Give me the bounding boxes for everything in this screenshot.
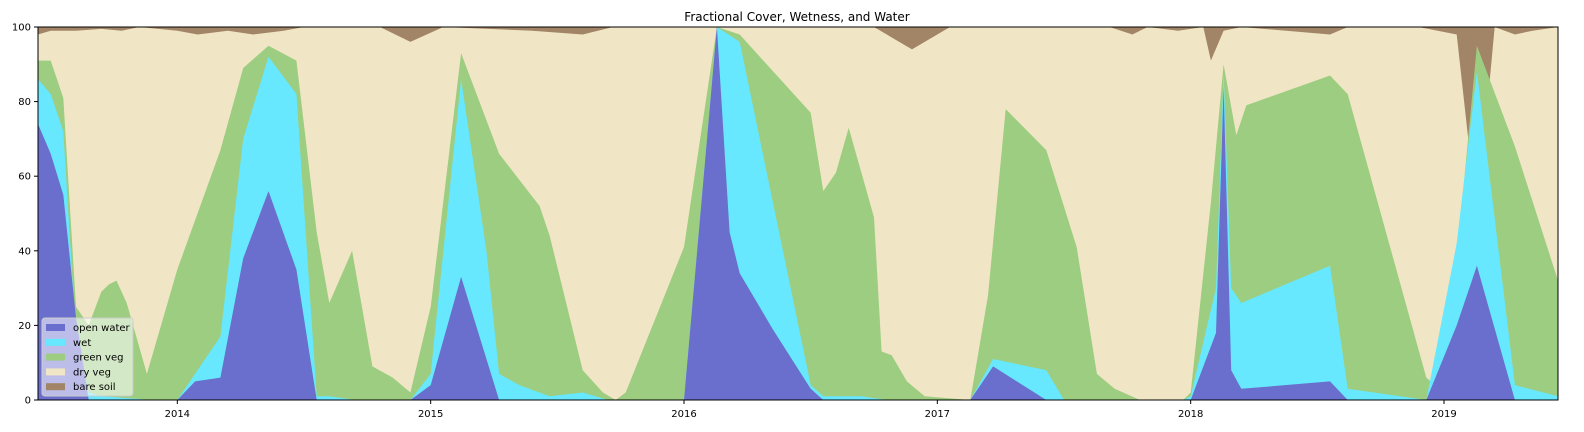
legend-label-green-veg: green veg bbox=[73, 353, 123, 364]
y-tick-label: 100 bbox=[12, 23, 31, 34]
area-wet bbox=[38, 27, 1558, 400]
legend-label-open-water: open water bbox=[73, 323, 131, 334]
chart-title: Fractional Cover, Wetness, and Water bbox=[684, 10, 909, 24]
x-tick-label: 2017 bbox=[925, 409, 950, 420]
y-tick-label: 40 bbox=[18, 246, 31, 257]
legend-swatch-wet bbox=[46, 338, 65, 346]
y-tick-label: 80 bbox=[18, 97, 31, 108]
legend-swatch-green-veg bbox=[46, 353, 65, 361]
x-tick-label: 2019 bbox=[1431, 409, 1456, 420]
plot-areas bbox=[38, 27, 1558, 400]
x-tick-label: 2014 bbox=[165, 409, 190, 420]
x-tick-label: 2018 bbox=[1178, 409, 1203, 420]
legend-label-dry-veg: dry veg bbox=[73, 367, 111, 378]
y-axis: 0 20 40 60 80 100 bbox=[12, 23, 38, 407]
legend-swatch-bare-soil bbox=[46, 383, 65, 391]
legend-label-bare-soil: bare soil bbox=[73, 382, 116, 393]
legend-swatch-dry-veg bbox=[46, 368, 65, 376]
x-axis: 2014 2015 2016 2017 2018 2019 bbox=[165, 400, 1457, 420]
legend-swatch-open-water bbox=[46, 324, 65, 331]
y-tick-label: 60 bbox=[18, 172, 31, 183]
legend-label-wet: wet bbox=[73, 338, 91, 349]
y-tick-label: 20 bbox=[18, 321, 31, 332]
plot-frame bbox=[37, 26, 1559, 401]
legend-box bbox=[41, 317, 134, 397]
x-tick-label: 2015 bbox=[418, 409, 443, 420]
legend: open water wet green veg dry veg bare soil bbox=[41, 317, 134, 397]
x-tick-label: 2016 bbox=[671, 409, 696, 420]
area-green-veg bbox=[38, 27, 1558, 400]
y-tick-label: 0 bbox=[25, 396, 31, 407]
